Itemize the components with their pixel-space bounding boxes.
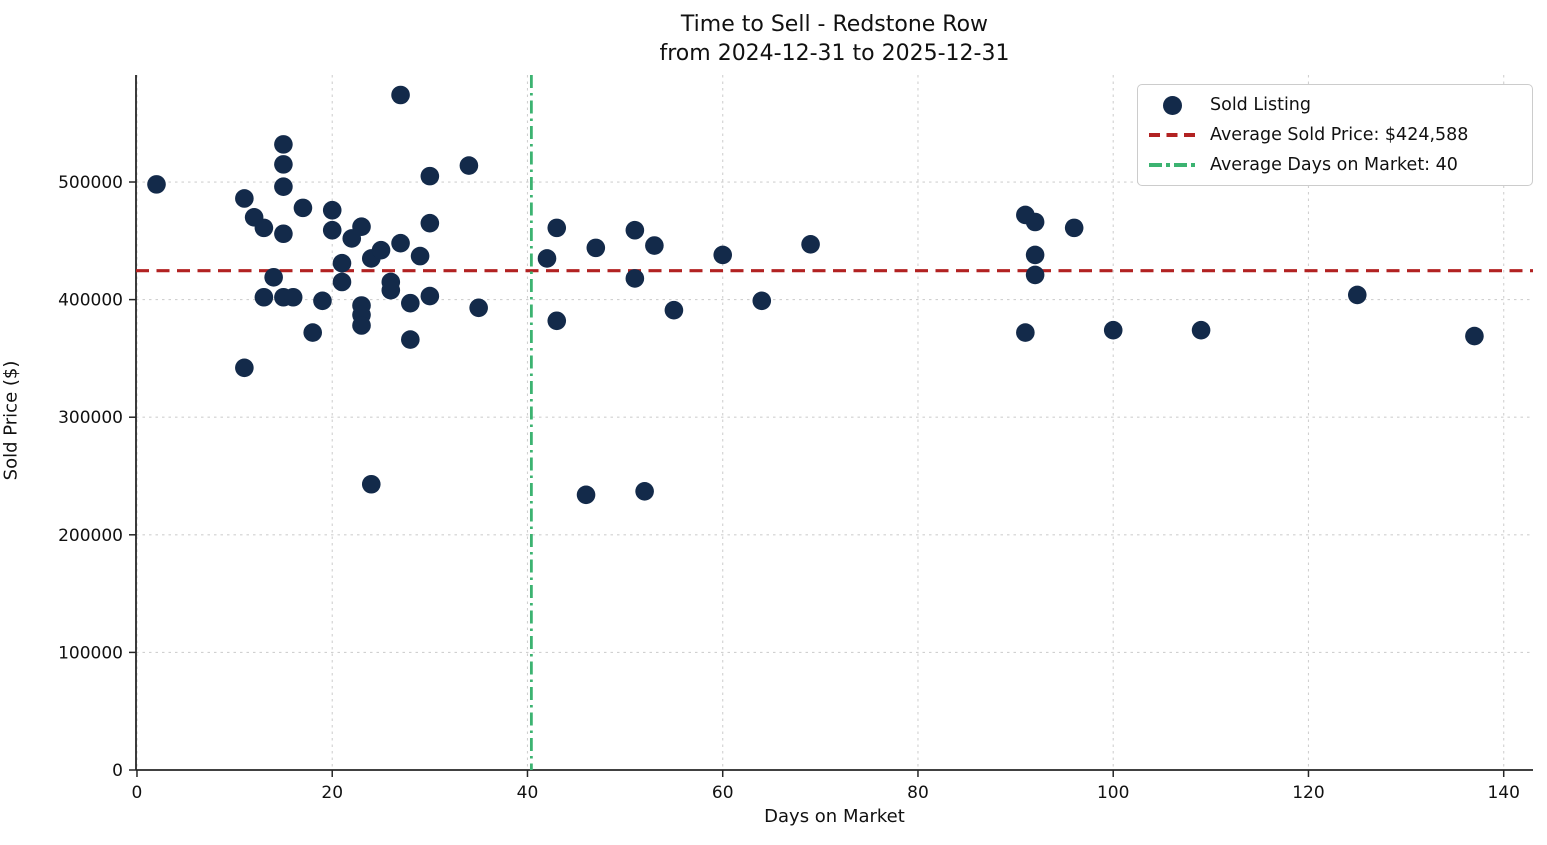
scatter-point (274, 135, 293, 154)
scatter-point (420, 166, 440, 186)
x-tick-label: 80 (907, 783, 929, 803)
x-tick-label: 140 (1487, 783, 1519, 803)
scatter-point (303, 323, 322, 342)
scatter-point (1064, 218, 1084, 238)
scatter-point (664, 300, 684, 320)
y-axis-label: Sold Price ($) (0, 360, 22, 481)
scatter-point (1465, 326, 1484, 346)
scatter-point (410, 246, 430, 266)
scatter-point (801, 235, 820, 254)
x-tick-label: 20 (321, 783, 343, 803)
y-tick-label: 0 (112, 761, 123, 781)
scatter-point (322, 220, 342, 240)
scatter-point (1025, 245, 1045, 265)
chart-subtitle: from 2024-12-31 to 2025-12-31 (659, 41, 1010, 66)
scatter-point (313, 291, 332, 311)
scatter-point (625, 269, 645, 288)
scatter-point (264, 267, 283, 287)
scatter-point (635, 481, 654, 501)
scatter-point (274, 224, 293, 244)
scatter-point (352, 316, 371, 335)
scatter-point (371, 240, 391, 260)
scatter-point (586, 238, 606, 258)
scatter-point (420, 213, 440, 233)
x-tick-label: 40 (517, 783, 539, 803)
scatter-point (352, 217, 371, 237)
scatter-point (752, 291, 772, 311)
scatter-point (332, 253, 352, 273)
scatter-point (391, 85, 410, 105)
scatter-point (420, 286, 440, 306)
scatter-point (235, 189, 254, 208)
x-tick-label: 100 (1097, 783, 1129, 803)
x-axis-label: Days on Market (764, 806, 905, 827)
x-tick-label: 0 (132, 783, 143, 803)
scatter-point (401, 293, 420, 313)
legend-item-average-days-on-market: Average Days on Market: 40 (1138, 150, 1532, 180)
scatter-point (283, 287, 303, 307)
scatter-point (1016, 323, 1035, 342)
legend-item-average-sold-price: Average Sold Price: $424,588 (1138, 120, 1532, 150)
scatter-point (547, 311, 567, 331)
scatter-point (274, 155, 293, 174)
scatter-point (459, 156, 479, 175)
scatter-point (469, 298, 488, 318)
y-tick-label: 400000 (58, 291, 123, 311)
scatter-point (547, 218, 567, 238)
scatter-point (235, 358, 254, 378)
scatter-point (391, 233, 410, 253)
y-tick-label: 100000 (58, 643, 123, 663)
scatter-point (361, 474, 381, 494)
sold-listing-dot-icon (1149, 95, 1195, 115)
scatter-point (274, 177, 293, 197)
scatter-point (537, 249, 557, 268)
y-tick-label: 200000 (58, 526, 123, 546)
scatter-point (322, 200, 342, 220)
scatter-point (625, 220, 645, 240)
scatter-point (576, 485, 596, 505)
scatter-point (332, 272, 352, 292)
x-tick-label: 60 (712, 783, 734, 803)
legend-label: Average Sold Price: $424,588 (1210, 125, 1469, 145)
scatter-point (713, 245, 733, 265)
scatter-point (1103, 320, 1123, 340)
legend: Sold Listing Average Sold Price: $424,58… (1137, 84, 1533, 186)
scatter-point (254, 218, 274, 238)
scatter-point (1191, 320, 1211, 340)
scatter-point (1025, 265, 1045, 285)
scatter-point (293, 198, 313, 218)
dashdot-line-icon (1149, 163, 1195, 167)
y-tick-label: 300000 (58, 408, 123, 428)
scatter-point (254, 287, 274, 307)
scatter-point (1025, 212, 1045, 232)
scatter-point (401, 330, 420, 349)
legend-label: Sold Listing (1210, 95, 1312, 115)
y-tick-label: 500000 (58, 173, 123, 193)
chart-title: Time to Sell - Redstone Row (680, 12, 989, 37)
dashed-line-icon (1149, 133, 1195, 137)
legend-label: Average Days on Market: 40 (1210, 155, 1458, 175)
scatter-point (645, 236, 664, 255)
legend-item-sold-listing: Sold Listing (1138, 90, 1532, 120)
x-tick-label: 120 (1292, 783, 1324, 803)
scatter-point (381, 280, 401, 300)
scatter-point (147, 175, 166, 194)
scatter-point (1347, 285, 1367, 305)
